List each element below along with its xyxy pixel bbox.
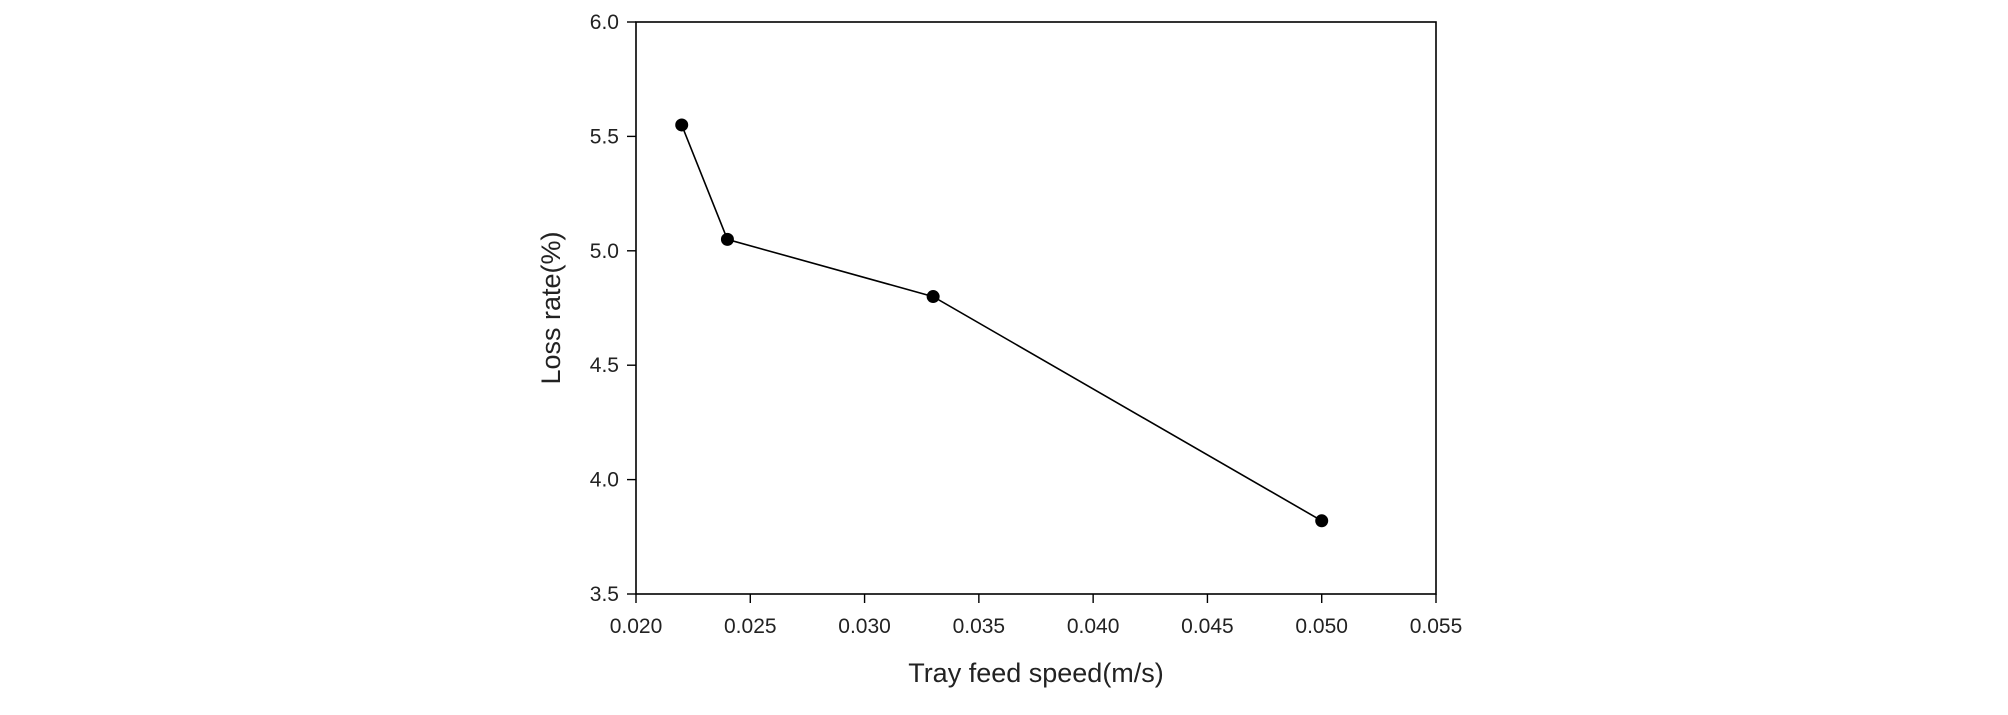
x-tick-label: 0.055 <box>1410 615 1463 638</box>
y-axis-ticks: 3.5 4.0 4.5 5.0 5.5 6.0 <box>590 11 636 606</box>
x-tick-label: 0.045 <box>1181 615 1234 638</box>
x-tick-label: 0.025 <box>724 615 777 638</box>
x-tick-label: 0.040 <box>1067 615 1120 638</box>
series-line <box>680 124 1323 522</box>
x-tick-label: 0.050 <box>1295 615 1348 638</box>
y-tick-label: 4.0 <box>590 469 619 492</box>
y-tick-label: 5.0 <box>590 240 619 263</box>
y-tick-label: 4.5 <box>590 354 619 377</box>
x-axis-ticks: 0.020 0.025 0.030 0.035 0.040 0.045 0.050 0.055 <box>610 594 1463 638</box>
x-tick-label: 0.030 <box>838 615 891 638</box>
x-axis-title: Tray feed speed(m/s) <box>908 658 1164 688</box>
data-point <box>926 290 940 304</box>
y-tick-label: 3.5 <box>590 583 619 606</box>
data-point <box>720 232 734 246</box>
y-tick-label: 6.0 <box>590 11 619 34</box>
y-axis-title: Loss rate(%) <box>536 231 566 384</box>
series-layer <box>675 118 1329 528</box>
data-point <box>675 118 689 132</box>
plot-frame <box>635 21 1437 595</box>
x-tick-label: 0.020 <box>610 615 663 638</box>
x-tick-label: 0.035 <box>953 615 1006 638</box>
data-point <box>1315 514 1329 528</box>
y-tick-label: 5.5 <box>590 125 619 148</box>
